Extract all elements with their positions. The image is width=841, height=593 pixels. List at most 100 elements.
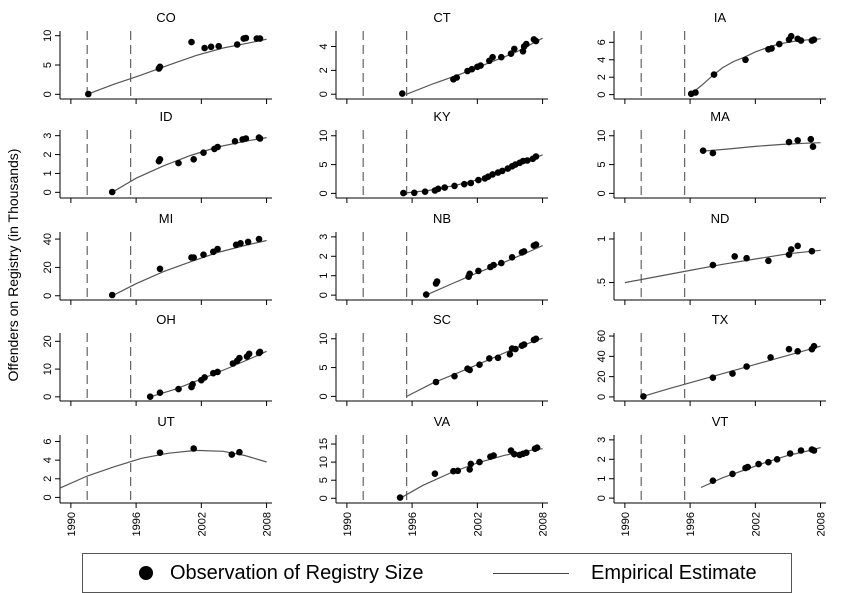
observation-point <box>524 157 531 164</box>
observation-point <box>785 251 793 258</box>
observation-point <box>468 65 476 73</box>
observation-point <box>520 248 528 255</box>
legend-label-observation: Observation of Registry Size <box>170 561 424 584</box>
panel-title: CO <box>156 10 176 25</box>
observation-point <box>511 45 518 53</box>
estimate-curve <box>86 38 267 95</box>
observation-point <box>489 171 496 178</box>
y-tick-label: 0 <box>42 189 54 195</box>
observation-point <box>765 257 772 265</box>
observation-point <box>532 241 540 248</box>
panel-title: MI <box>159 211 173 226</box>
observation-point <box>156 449 164 457</box>
observation-point <box>486 355 493 362</box>
x-tick-label: 1996 <box>685 512 697 536</box>
panel-title: TX <box>712 312 729 327</box>
x-tick-label: 1990 <box>66 512 78 536</box>
observation-point <box>729 470 736 478</box>
observation-point <box>507 50 515 57</box>
observation-point <box>511 450 518 458</box>
observation-point <box>532 153 540 160</box>
panel-title: KY <box>433 109 451 124</box>
observation-point <box>532 37 540 45</box>
observation-point <box>794 348 801 355</box>
panel-title: ND <box>711 211 730 226</box>
observation-point <box>421 188 429 195</box>
observation-point <box>156 156 164 163</box>
observation-point <box>200 149 207 156</box>
legend-marker-dot <box>139 566 153 580</box>
legend-label-estimate: Empirical Estimate <box>591 561 757 584</box>
x-tick-label: 1990 <box>620 512 632 536</box>
panel-nb: NB 0 1 2 3 <box>318 211 548 305</box>
observation-point <box>699 147 707 154</box>
y-tick-label: 2 <box>42 476 54 482</box>
legend-item-observation: Observation of Registry Size <box>139 554 423 592</box>
observation-point <box>231 138 239 145</box>
observation-point <box>188 38 195 46</box>
observation-point <box>498 53 505 61</box>
panel-ct: CT 0 2 4 <box>318 10 548 104</box>
legend: Observation of Registry Size Empirical E… <box>82 553 792 593</box>
y-tick-label: 0 <box>318 292 330 298</box>
observation-point <box>434 185 442 193</box>
observation-point <box>523 40 530 48</box>
x-tick-label: 2002 <box>750 512 762 536</box>
observation-point <box>809 143 817 150</box>
observation-point <box>156 265 164 273</box>
observation-point <box>489 53 496 61</box>
observation-point <box>475 176 482 184</box>
y-tick-label: 10 <box>318 333 330 345</box>
observation-point <box>108 291 116 299</box>
observation-point <box>207 43 215 51</box>
observation-point <box>85 90 92 98</box>
y-tick-label: 1 <box>596 236 608 242</box>
observation-point <box>709 477 717 485</box>
panel-ma: MA 0 5 10 <box>596 109 826 203</box>
observation-point <box>797 447 805 454</box>
observation-point <box>466 270 474 278</box>
observation-point <box>767 354 774 361</box>
observation-point <box>476 458 483 466</box>
observation-point <box>709 261 717 269</box>
observation-point <box>454 467 462 475</box>
observation-point <box>190 445 197 452</box>
y-tick-label: 0 <box>42 494 54 500</box>
observation-point <box>729 370 736 377</box>
panel-title: UT <box>157 414 174 429</box>
observation-point <box>190 156 197 163</box>
observation-point <box>743 254 750 262</box>
estimate-curve <box>59 449 267 489</box>
panel-title: NB <box>433 211 451 226</box>
y-tick-label: 5 <box>596 162 608 168</box>
panel-co: CO 0 5 10 <box>42 10 272 104</box>
panel-id: ID 0 1 2 3 <box>42 109 272 203</box>
x-tick-label: 2002 <box>472 512 484 536</box>
y-tick-label: 2 <box>596 74 608 80</box>
observation-point <box>533 444 541 452</box>
observation-point <box>808 247 816 255</box>
observation-point <box>466 366 474 374</box>
observation-point <box>236 448 243 456</box>
y-tick-label: 10 <box>318 130 330 142</box>
x-tick-label: 2008 <box>538 512 550 536</box>
observation-point <box>709 149 717 157</box>
observation-point <box>475 267 482 275</box>
y-tick-label: 0 <box>42 91 54 97</box>
legend-item-estimate: Empirical Estimate <box>493 554 757 592</box>
y-tick-label: 10 <box>42 363 54 375</box>
panel-vt: VT 0 1 2 3 1990 1996 2002 2008 <box>596 414 828 536</box>
x-tick-label: 1996 <box>131 512 143 536</box>
observation-point <box>810 447 818 454</box>
panel-title: IA <box>714 10 727 25</box>
panel-nd: ND .5 1 <box>596 211 826 305</box>
y-tick-label: 20 <box>42 261 54 273</box>
y-tick-label: 5 <box>318 365 330 371</box>
panel-va: VA 0 5 10 15 1990 1996 2002 2008 <box>318 414 550 536</box>
y-tick-label: 10 <box>42 30 54 42</box>
observation-point <box>233 41 241 48</box>
x-tick-label: 1990 <box>342 512 354 536</box>
y-tick-label: 2 <box>318 67 330 73</box>
observation-point <box>175 159 182 167</box>
observation-point <box>451 182 458 190</box>
